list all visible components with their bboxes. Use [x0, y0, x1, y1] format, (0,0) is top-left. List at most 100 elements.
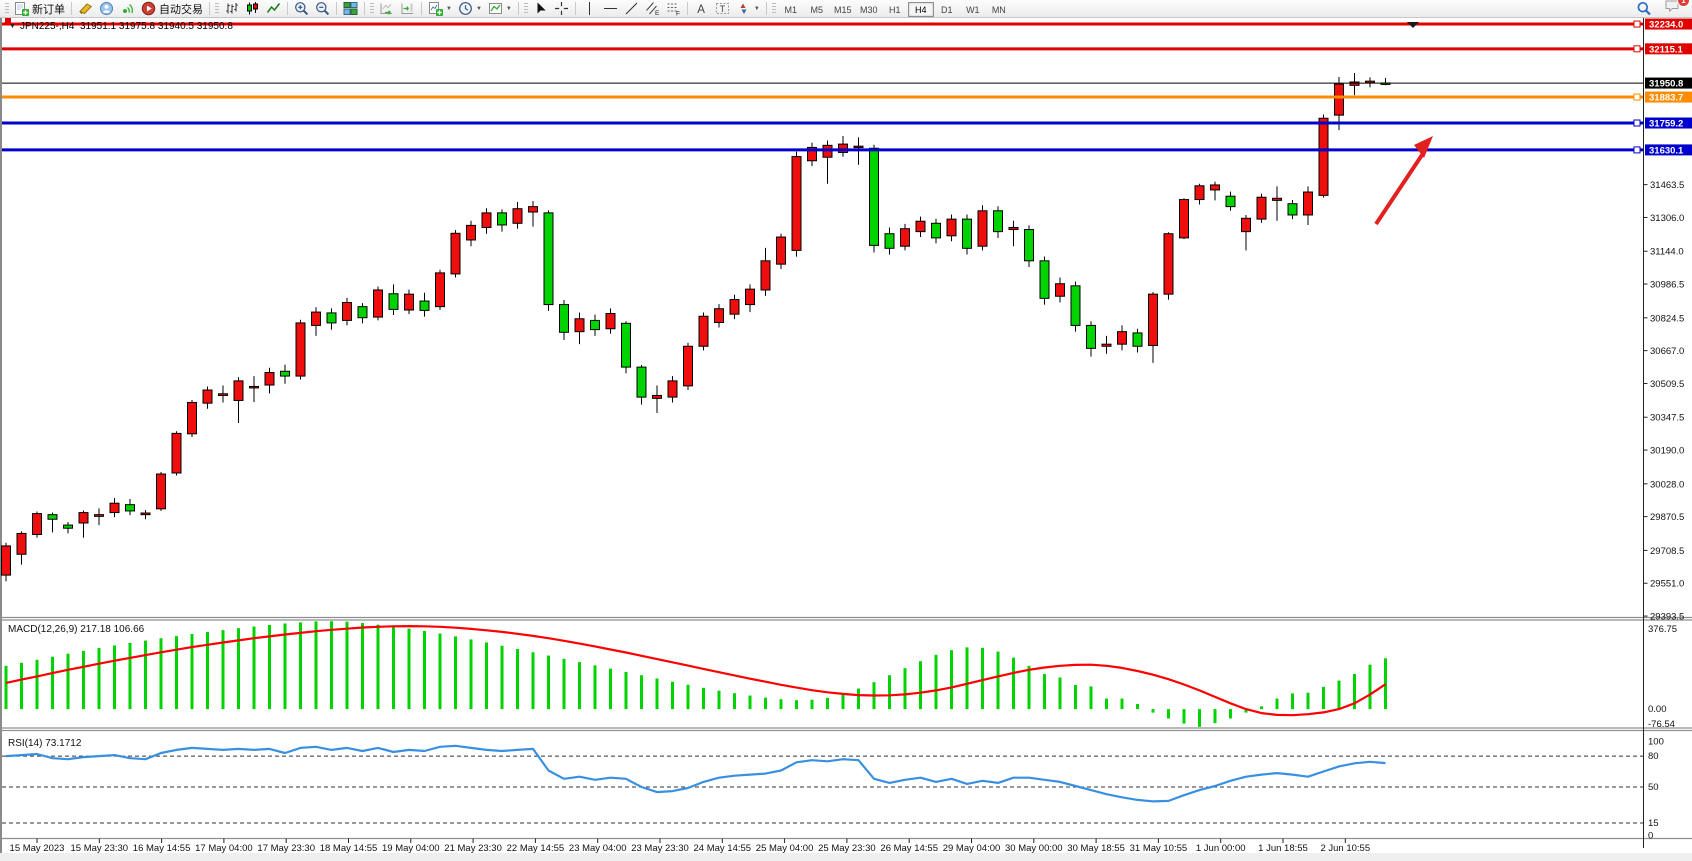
- search-button[interactable]: [1633, 1, 1655, 17]
- macd-bar: [392, 626, 395, 710]
- trendline-button[interactable]: [621, 1, 642, 17]
- line-handle[interactable]: [1633, 93, 1641, 101]
- tile-windows-button[interactable]: [340, 1, 361, 17]
- text-button[interactable]: A: [691, 1, 712, 17]
- candle-body: [280, 370, 290, 377]
- timeframe-W1[interactable]: W1: [960, 2, 986, 17]
- timeframe-M5[interactable]: M5: [804, 2, 830, 17]
- chart-menu-icon[interactable]: ▼: [9, 23, 16, 30]
- candle-body: [109, 502, 120, 514]
- arrows-button[interactable]: ▼: [733, 1, 763, 17]
- styler-button[interactable]: [75, 1, 96, 17]
- templates-button[interactable]: ▼: [485, 1, 515, 17]
- candle-body: [1272, 197, 1282, 201]
- line-handle[interactable]: [1633, 20, 1641, 28]
- chart-shift-marker-icon[interactable]: [1407, 22, 1419, 28]
- text-label-button[interactable]: T: [712, 1, 733, 17]
- new-order-label: 新订单: [32, 3, 65, 16]
- horizontal-line-button[interactable]: [600, 1, 621, 17]
- macd-bar: [469, 639, 473, 710]
- candle-body: [373, 289, 383, 318]
- macd-bar: [1027, 665, 1031, 710]
- cursor-button[interactable]: [530, 1, 551, 17]
- chart-bars-button[interactable]: [221, 1, 242, 17]
- line-handle[interactable]: [5, 18, 11, 24]
- macd-bar: [717, 690, 721, 710]
- zoom-out-button[interactable]: [312, 1, 333, 17]
- label-icon: T: [715, 3, 729, 14]
- line-handle[interactable]: [1633, 119, 1641, 127]
- timeframe-H4[interactable]: H4: [907, 2, 934, 17]
- timeframe-D1[interactable]: D1: [934, 2, 960, 17]
- trendline-icon: [625, 2, 638, 15]
- svg-text:15: 15: [1648, 818, 1659, 829]
- svg-text:22 May 14:55: 22 May 14:55: [507, 843, 565, 854]
- candle-body: [1148, 293, 1158, 346]
- svg-text:1 Jun 00:00: 1 Jun 00:00: [1196, 843, 1246, 854]
- svg-text:16 May 14:55: 16 May 14:55: [133, 843, 191, 854]
- candle-body: [714, 308, 724, 324]
- community-button[interactable]: [96, 1, 117, 17]
- timeframe-M1[interactable]: M1: [778, 2, 804, 17]
- candle-body: [931, 222, 941, 239]
- chart-candles-icon: [247, 2, 258, 15]
- macd-bar: [407, 628, 411, 710]
- candle-body: [683, 345, 693, 387]
- candle-body: [1334, 83, 1344, 116]
- macd-bar: [500, 645, 504, 710]
- line-handle[interactable]: [1633, 146, 1641, 154]
- candle-body: [466, 224, 476, 241]
- autoscroll-button[interactable]: [376, 1, 397, 17]
- new-order-button[interactable]: 新订单: [11, 1, 68, 17]
- vertical-line-button[interactable]: [579, 1, 600, 17]
- macd-bar: [1151, 709, 1155, 713]
- svg-text:24 May 14:55: 24 May 14:55: [694, 843, 752, 854]
- macd-bar: [857, 688, 860, 710]
- line-handle[interactable]: [1633, 45, 1641, 53]
- timeframe-M15[interactable]: M15: [830, 2, 856, 17]
- timeframe-M30[interactable]: M30: [856, 2, 882, 17]
- toolbar: 新订单 自动交易: [0, 0, 1692, 18]
- chart-shift-icon: [401, 3, 413, 14]
- timeframe-H1[interactable]: H1: [882, 2, 908, 17]
- candle-body: [156, 473, 166, 510]
- candle-body: [218, 393, 228, 396]
- macd-bar: [330, 621, 333, 710]
- crosshair-button[interactable]: [551, 1, 572, 17]
- timeframe-group: M1 M5 M15 M30 H1 H4 D1 W1 MN: [778, 0, 1012, 18]
- fibonacci-button[interactable]: F: [663, 1, 684, 17]
- separator: [574, 2, 576, 15]
- macd-bar: [888, 675, 891, 710]
- macd-bar: [996, 651, 1000, 710]
- periods-button[interactable]: ▼: [455, 1, 485, 17]
- arrow-annotation-head[interactable]: [1414, 136, 1433, 158]
- search-icon: [1637, 1, 1651, 15]
- candle-body: [1303, 191, 1313, 216]
- autotrading-button[interactable]: 自动交易: [138, 1, 206, 17]
- candle-body: [1086, 324, 1096, 349]
- chart-shift-button[interactable]: [397, 1, 418, 17]
- candle-body: [388, 293, 399, 310]
- signal-button[interactable]: [117, 1, 138, 17]
- channel-button[interactable]: E: [642, 1, 663, 17]
- rsi-line: [5, 744, 1386, 803]
- chart-candles-button[interactable]: [242, 1, 263, 17]
- zoom-in-button[interactable]: [291, 1, 312, 17]
- chart-line-button[interactable]: [263, 1, 284, 17]
- separator: [71, 2, 72, 15]
- price-badge: [1645, 18, 1692, 30]
- candle-body: [404, 293, 414, 311]
- macd-bar: [547, 655, 550, 710]
- candle-body: [1117, 331, 1127, 345]
- candle-body: [621, 322, 631, 368]
- svg-text:29393.5: 29393.5: [1650, 612, 1684, 623]
- arrow-annotation[interactable]: [1374, 147, 1428, 226]
- new-chart-button[interactable]: ▼: [425, 1, 455, 17]
- macd-bar: [826, 697, 829, 710]
- timeframe-MN[interactable]: MN: [986, 2, 1012, 17]
- dropdown-caret-icon: ▼: [446, 5, 452, 12]
- svg-text:23 May 04:00: 23 May 04:00: [569, 843, 627, 854]
- candle-body: [1024, 229, 1034, 262]
